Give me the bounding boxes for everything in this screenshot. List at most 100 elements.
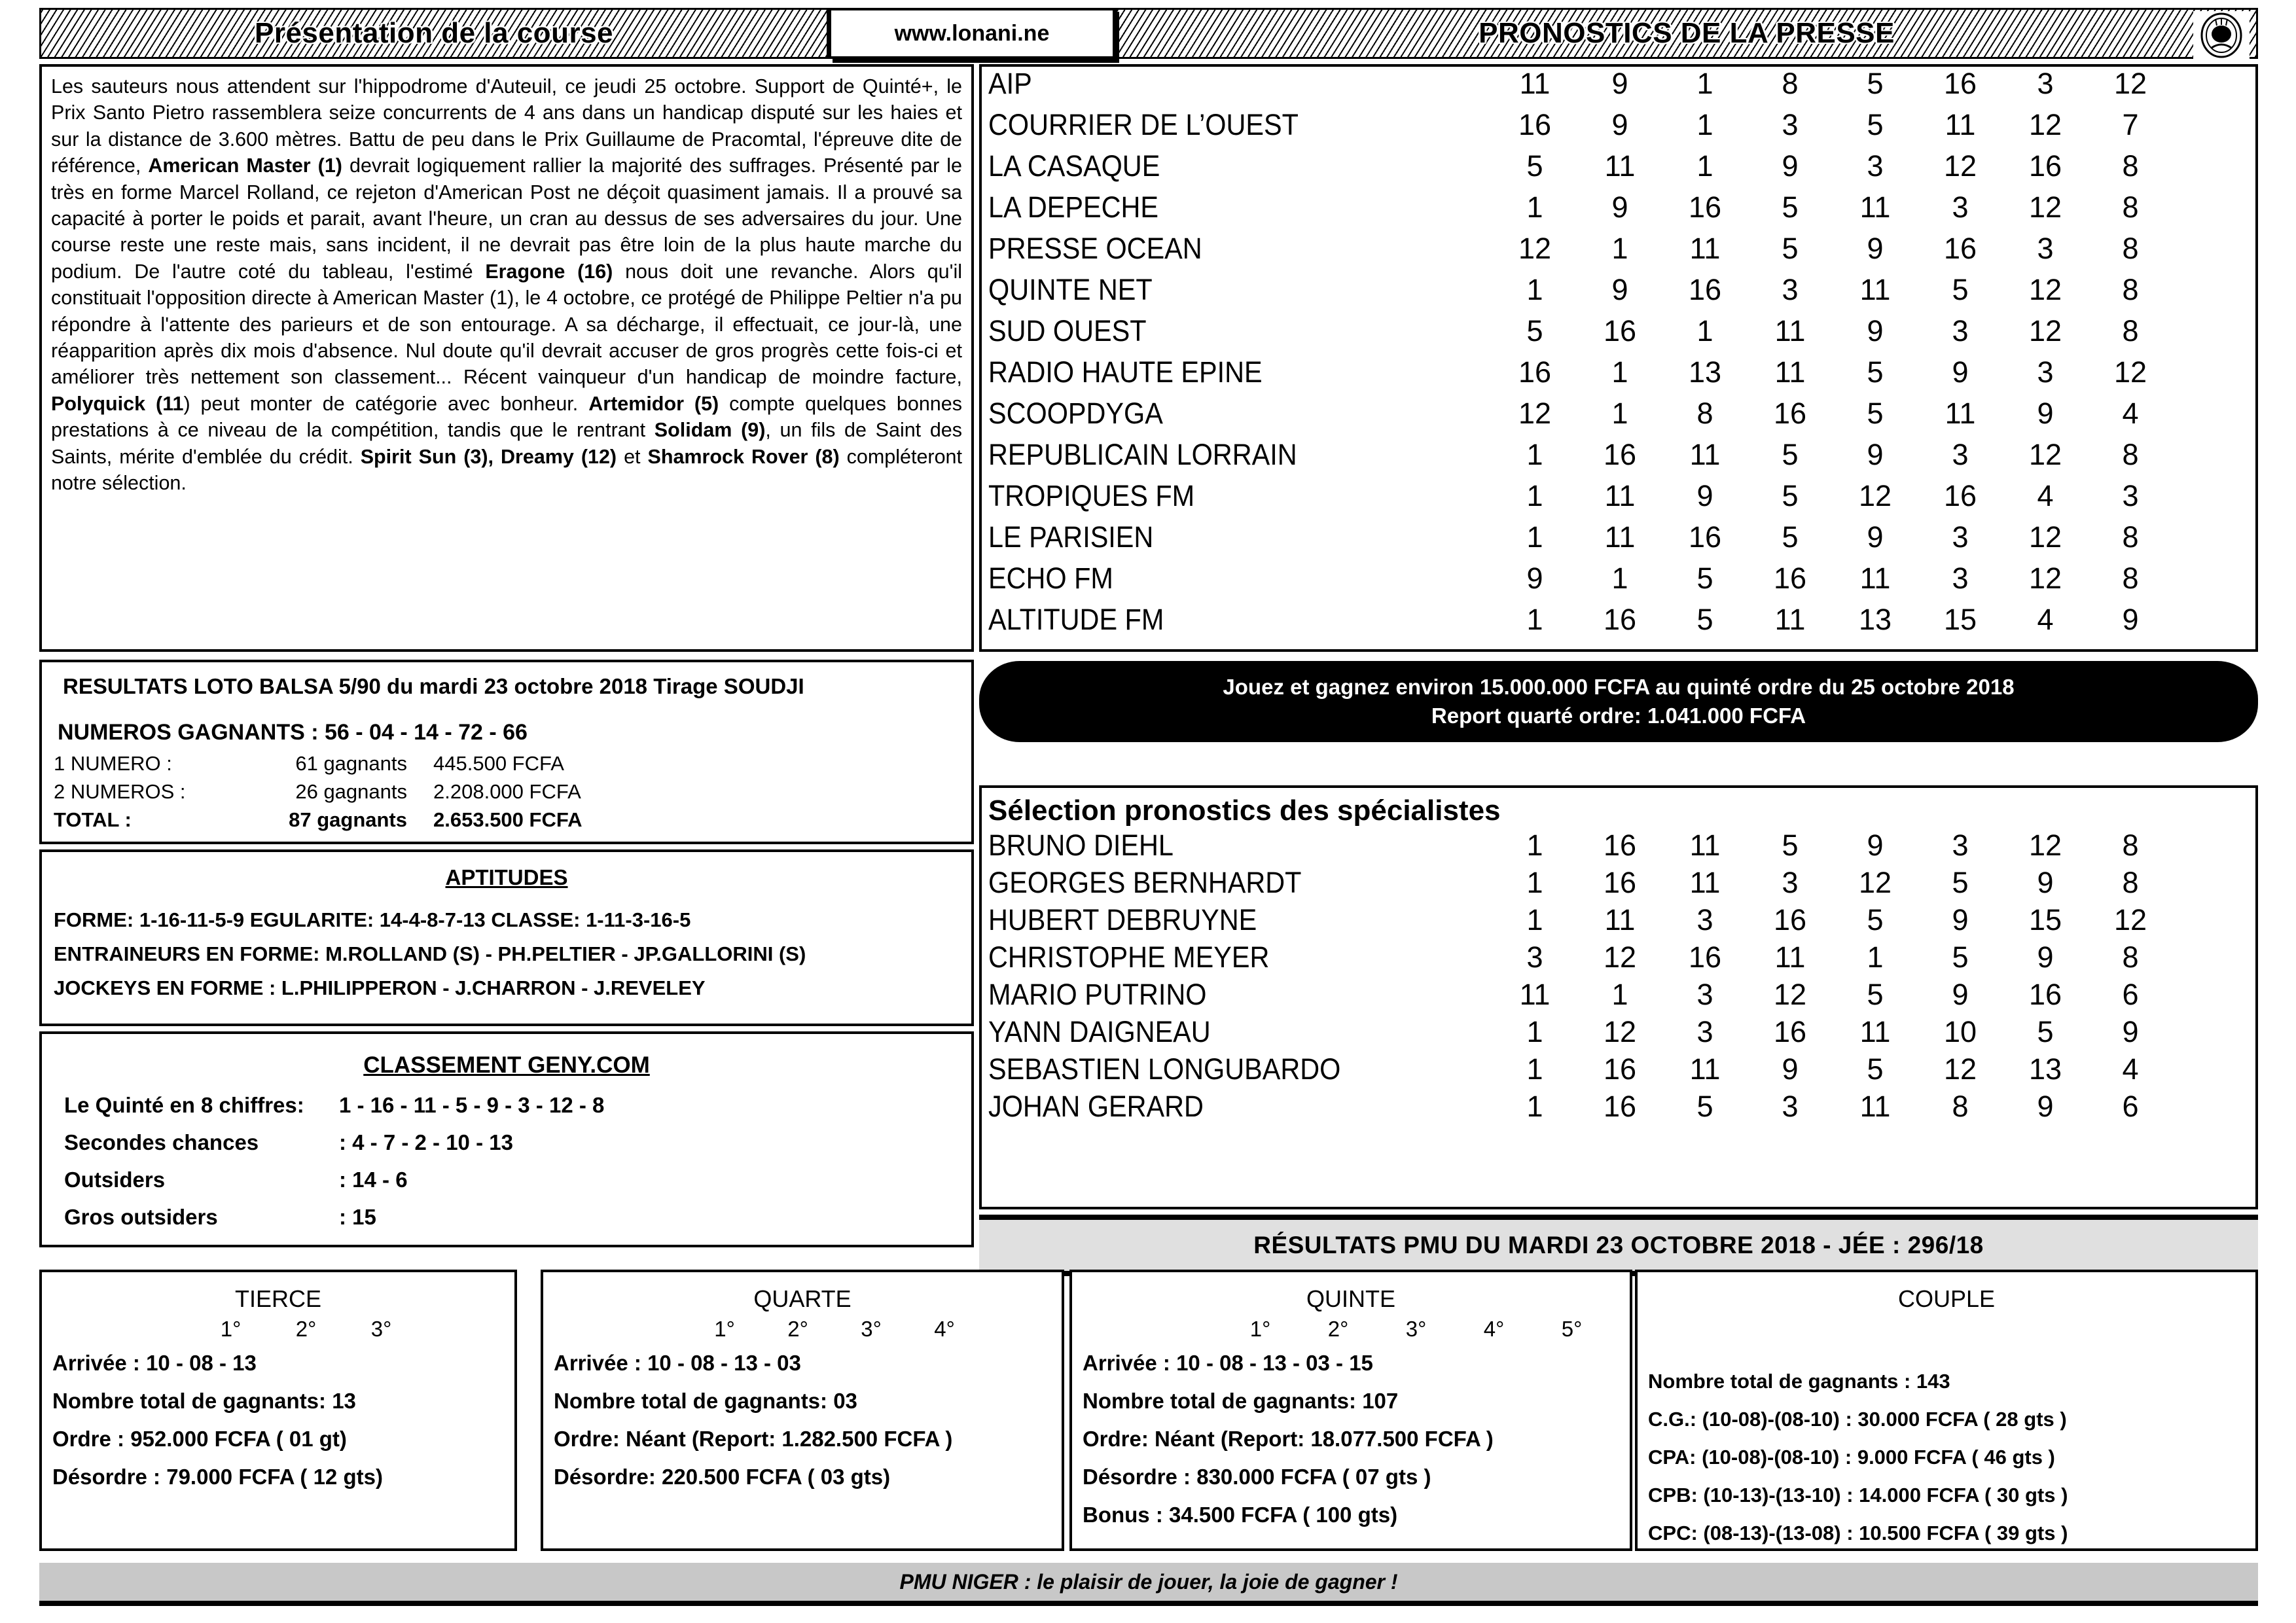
press-pick: 12	[2028, 562, 2062, 595]
classement-row: Le Quinté en 8 chiffres: 1 - 16 - 11 - 5 …	[56, 1086, 957, 1124]
press-pick: 9	[1611, 108, 1628, 141]
specialist-pick: 4	[2122, 1052, 2139, 1086]
press-pick: 8	[2122, 520, 2139, 554]
aptitudes-entraineurs-line: ENTRAINEURS EN FORME: M.ROLLAND (S) - PH…	[54, 942, 806, 965]
press-pick: 16	[1943, 67, 1977, 100]
press-pick: 1	[1526, 273, 1543, 306]
specialist-row: JOHAN GERARD 1 16 5 3 11 8 9 6	[982, 1090, 2255, 1127]
pmu-results-bar: RÉSULTATS PMU DU MARDI 23 OCTOBRE 2018 -…	[979, 1215, 2258, 1276]
press-source-name: RADIO HAUTE EPINE	[988, 355, 1263, 389]
loto-results-panel: RESULTATS LOTO BALSA 5/90 du mardi 23 oc…	[39, 660, 974, 844]
specialist-pick: 16	[2028, 978, 2062, 1011]
specialist-row: HUBERT DEBRUYNE 1 11 3 16 5 9 15 12	[982, 903, 2255, 940]
press-pick: 3	[1952, 314, 1969, 348]
press-pick: 8	[2122, 438, 2139, 471]
specialist-pick: 12	[1858, 866, 1892, 899]
press-pick: 11	[1689, 232, 1721, 265]
press-source-name: COURRIER DE L’OUEST	[988, 108, 1299, 141]
press-source-name: ALTITUDE FM	[988, 603, 1164, 636]
classement-value: : 14 - 6	[339, 1168, 408, 1192]
specialist-pick: 12	[2028, 829, 2062, 862]
quinte-title: QUINTE	[1306, 1285, 1395, 1312]
press-pick: 12	[1518, 232, 1552, 265]
press-pick: 1	[1611, 562, 1628, 595]
rank-label: 1°	[1249, 1317, 1271, 1341]
promo-line-1: Jouez et gagnez environ 15.000.000 FCFA …	[1223, 675, 2015, 699]
press-pick: 12	[2113, 67, 2147, 100]
press-pick: 9	[1611, 67, 1628, 100]
press-pick: 3	[2037, 232, 2054, 265]
press-row: ECHO FM 9 1 5 16 11 3 12 8	[982, 562, 2255, 603]
specialist-pick: 11	[1859, 1015, 1891, 1048]
specialist-row: YANN DAIGNEAU 1 12 3 16 11 10 5 9	[982, 1015, 2255, 1052]
rank-label: 1°	[714, 1317, 735, 1341]
loto-label: 2 NUMEROS :	[54, 780, 186, 803]
classement-label: Secondes chances	[64, 1130, 259, 1154]
press-pick: 12	[2028, 314, 2062, 348]
specialist-pick: 1	[1526, 866, 1543, 899]
press-pick: 9	[1867, 438, 1884, 471]
website-url: www.lonani.ne	[894, 20, 1050, 46]
specialist-pick: 12	[1773, 978, 1807, 1011]
press-pick: 16	[1688, 520, 1722, 554]
quarte-rank-header: 1° 2° 3° 4°	[554, 1317, 1051, 1344]
press-pick: 5	[1782, 232, 1799, 265]
press-source-name: LA DEPECHE	[988, 190, 1159, 224]
press-picks: 1 9 16 3 11 5 12 8	[1492, 273, 2255, 307]
press-source-name: TROPIQUES FM	[988, 479, 1195, 512]
press-pick: 5	[1952, 273, 1969, 306]
press-pick: 12	[2028, 190, 2062, 224]
press-row: AIP 11 9 1 8 5 16 3 12	[982, 67, 2255, 108]
classement-value: : 4 - 7 - 2 - 10 - 13	[339, 1130, 513, 1154]
specialist-pick: 9	[2037, 866, 2054, 899]
specialist-pick: 6	[2122, 978, 2139, 1011]
press-pick: 5	[1526, 149, 1543, 183]
aptitudes-title: APTITUDES	[445, 865, 568, 889]
press-row: ALTITUDE FM 1 16 5 11 13 15 4 9	[982, 603, 2255, 644]
press-pick: 13	[1858, 603, 1892, 636]
presentation-title-banner: Présentation de la course	[39, 8, 829, 59]
loto-label: 1 NUMERO :	[54, 752, 172, 775]
press-source-name: QUINTE NET	[988, 273, 1153, 306]
page-header: Présentation de la course www.lonani.ne …	[39, 8, 2258, 60]
result-line: C.G.: (10-08)-(08-10) : 30.000 FCFA ( 28…	[1648, 1408, 2067, 1431]
press-picks: 16 1 13 11 5 9 3 12	[1492, 355, 2255, 389]
loto-title: RESULTATS LOTO BALSA 5/90 du mardi 23 oc…	[63, 674, 804, 698]
press-pick: 16	[1773, 562, 1807, 595]
press-pick: 5	[1867, 397, 1884, 430]
press-pick: 7	[2122, 108, 2139, 141]
specialist-pick: 8	[2122, 829, 2139, 862]
press-source-name: AIP	[988, 67, 1032, 100]
rank-label: 1°	[220, 1317, 242, 1341]
loto-row: 1 NUMERO : 61 gagnants 445.500 FCFA	[54, 749, 960, 777]
classement-value: 1 - 16 - 11 - 5 - 9 - 3 - 12 - 8	[339, 1093, 605, 1117]
specialist-pick: 9	[2122, 1015, 2139, 1048]
specialist-pick: 9	[1782, 1052, 1799, 1086]
quarte-results-box: QUARTE 1° 2° 3° 4° Arrivée : 10 - 08 - 13 -…	[541, 1270, 1064, 1551]
specialist-picks: 11 1 3 12 5 9 16 6	[1492, 978, 2255, 1012]
press-pick: 9	[1867, 520, 1884, 554]
specialist-pick: 9	[1867, 829, 1884, 862]
specialist-row: SEBASTIEN LONGUBARDO 1 16 11 9 5 12 13 4	[982, 1052, 2255, 1090]
press-pick: 5	[1526, 314, 1543, 348]
press-picks: 5 16 1 11 9 3 12 8	[1492, 314, 2255, 348]
result-line: Nombre total de gagnants: 107	[1083, 1389, 1399, 1413]
specialist-pick: 12	[1943, 1052, 1977, 1086]
rank-label: 5°	[1561, 1317, 1583, 1341]
website-url-box[interactable]: www.lonani.ne	[829, 8, 1115, 59]
press-pick: 8	[2122, 190, 2139, 224]
specialist-pick: 5	[1867, 903, 1884, 936]
press-pick: 8	[1696, 397, 1713, 430]
specialist-pick: 16	[1603, 866, 1637, 899]
loto-winners: 61 gagnants	[295, 752, 407, 775]
specialist-pick: 8	[1952, 1090, 1969, 1123]
rank-label: 4°	[1483, 1317, 1505, 1341]
specialist-pick: 11	[1519, 978, 1551, 1011]
press-predictions-title: PRONOSTICS DE LA PRESSE	[1479, 17, 1895, 49]
specialist-pick: 5	[1952, 940, 1969, 974]
press-pick: 5	[1782, 438, 1799, 471]
specialist-pick: 3	[1526, 940, 1543, 974]
specialist-pick: 16	[1603, 829, 1637, 862]
specialist-pick: 3	[1782, 866, 1799, 899]
specialist-pick: 5	[1867, 1052, 1884, 1086]
